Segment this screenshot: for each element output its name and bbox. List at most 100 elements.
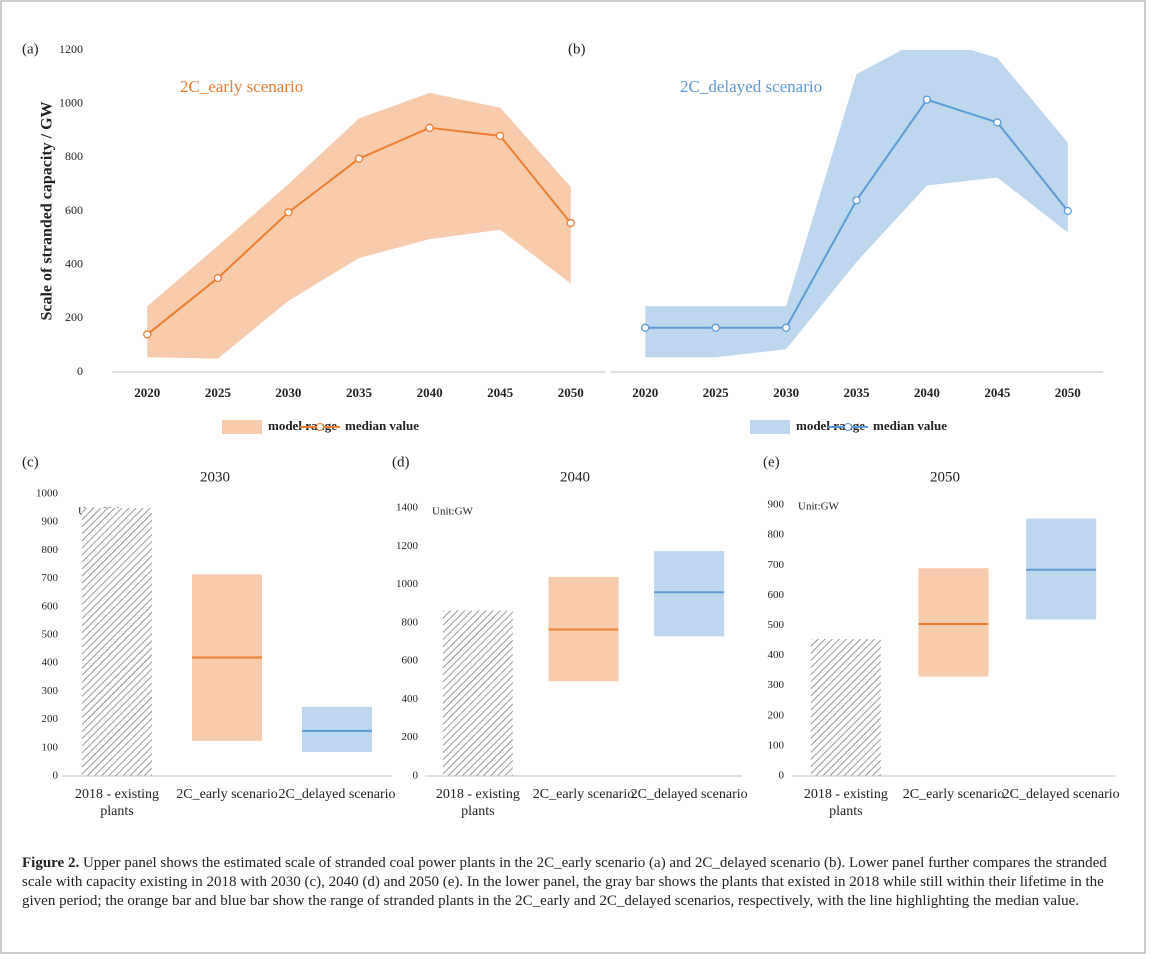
annotation: 2C_delayed scenario (680, 77, 822, 96)
legend-label: median value (873, 418, 947, 433)
y-tick-label: 200 (42, 713, 59, 725)
y-tick-label: 1200 (396, 540, 419, 552)
y-tick-label: 400 (768, 649, 785, 661)
y-tick-label: 100 (768, 739, 785, 751)
y-tick-label: 400 (402, 693, 419, 705)
y-tick-label: 900 (42, 516, 59, 528)
x-tick-label: 2C_early scenario (176, 787, 278, 802)
annotation: 2C_early scenario (180, 77, 303, 96)
legend-marker (844, 423, 852, 431)
median-point (213, 273, 223, 283)
panel-label: (c) (22, 454, 39, 470)
median-point (495, 131, 505, 141)
y-tick-label: 800 (65, 149, 83, 163)
x-tick-label: 2018 - existing plants (803, 787, 888, 819)
caption-label: Figure 2. (22, 855, 80, 871)
y-tick-label: 200 (65, 310, 83, 324)
unit-note: Unit:GW (432, 506, 474, 518)
x-tick-label: 2025 (205, 385, 232, 400)
range-bar (654, 551, 725, 637)
x-tick-label: 2030 (773, 385, 799, 400)
range-bar (918, 568, 989, 677)
panel-label: (d) (392, 454, 410, 470)
y-tick-label: 300 (42, 685, 59, 697)
y-tick-label: 1000 (59, 95, 83, 109)
y-tick-label: 500 (42, 629, 59, 641)
chart-title: 2030 (200, 469, 230, 485)
median-point (641, 323, 650, 332)
x-tick-label: 2045 (487, 385, 514, 400)
existing-bar (810, 638, 881, 776)
x-tick-label: 2025 (703, 385, 730, 400)
y-tick-label: 1000 (36, 488, 59, 500)
caption-text: Upper panel shows the estimated scale of… (22, 855, 1107, 909)
x-tick-label: 2C_delayed scenario (278, 787, 396, 802)
x-tick-label: 2045 (984, 385, 1011, 400)
y-tick-label: 600 (768, 589, 785, 601)
x-tick-label: 2040 (417, 385, 443, 400)
y-tick-label: 800 (402, 616, 419, 628)
y-tick-label: 100 (42, 741, 59, 753)
existing-bar (82, 508, 152, 776)
median-point (284, 208, 293, 217)
x-tick-label: 2035 (346, 385, 373, 400)
legend-marker (316, 423, 324, 431)
y-tick-label: 900 (768, 499, 785, 511)
median-point (566, 218, 575, 228)
y-tick-label: 0 (77, 364, 83, 378)
panel-label: (e) (763, 454, 780, 470)
y-tick-label: 800 (768, 529, 785, 541)
legend-label: model range (268, 418, 337, 433)
y-tick-label: 1400 (396, 502, 419, 514)
legend-swatch (222, 420, 262, 434)
y-tick-label: 500 (768, 619, 785, 631)
y-tick-label: 700 (42, 572, 59, 584)
median-point (711, 323, 720, 332)
x-tick-label: 2020 (134, 385, 160, 400)
y-axis-title: Scale of stranded capacity / GW (39, 101, 56, 320)
y-tick-label: 0 (53, 770, 59, 782)
legend-label: median value (345, 418, 419, 433)
y-tick-label: 200 (768, 709, 785, 721)
y-tick-label: 1000 (396, 578, 419, 590)
y-tick-label: 600 (65, 203, 83, 217)
y-tick-label: 200 (402, 731, 419, 743)
caption: Figure 2. Upper panel shows the estimate… (22, 854, 1134, 911)
panel-label: (b) (568, 41, 586, 57)
y-tick-label: 800 (42, 544, 59, 556)
x-tick-label: 2018 - existing plants (75, 787, 159, 819)
x-tick-label: 2035 (844, 385, 871, 400)
x-tick-label: 2040 (914, 385, 940, 400)
median-point (993, 118, 1002, 127)
y-tick-label: 700 (768, 559, 785, 571)
range-band (147, 92, 571, 359)
existing-bar (442, 610, 513, 776)
x-tick-label: 2050 (558, 385, 584, 400)
chart-title: 2040 (560, 469, 590, 485)
median-point (922, 95, 932, 104)
x-tick-label: 2018 - existing plants (435, 787, 520, 819)
panel-label: (a) (22, 41, 39, 57)
x-tick-label: 2C_delayed scenario (1002, 787, 1120, 802)
y-tick-label: 0 (413, 770, 419, 782)
y-tick-label: 400 (42, 657, 59, 669)
y-tick-label: 600 (42, 600, 59, 612)
y-tick-label: 1200 (59, 42, 83, 56)
median-point (852, 196, 861, 205)
median-point (143, 330, 152, 339)
x-tick-label: 2050 (1055, 385, 1081, 400)
y-tick-label: 600 (402, 655, 419, 667)
median-point (1063, 206, 1072, 216)
x-tick-label: 2C_early scenario (902, 787, 1005, 802)
median-point (354, 154, 364, 163)
unit-note: Unit:GW (798, 501, 840, 513)
y-tick-label: 400 (65, 256, 83, 270)
x-tick-label: 2020 (632, 385, 658, 400)
median-point (781, 323, 791, 332)
range-bar (302, 706, 372, 753)
legend-swatch (750, 420, 790, 434)
median-point (425, 123, 434, 132)
y-tick-label: 0 (779, 770, 785, 782)
